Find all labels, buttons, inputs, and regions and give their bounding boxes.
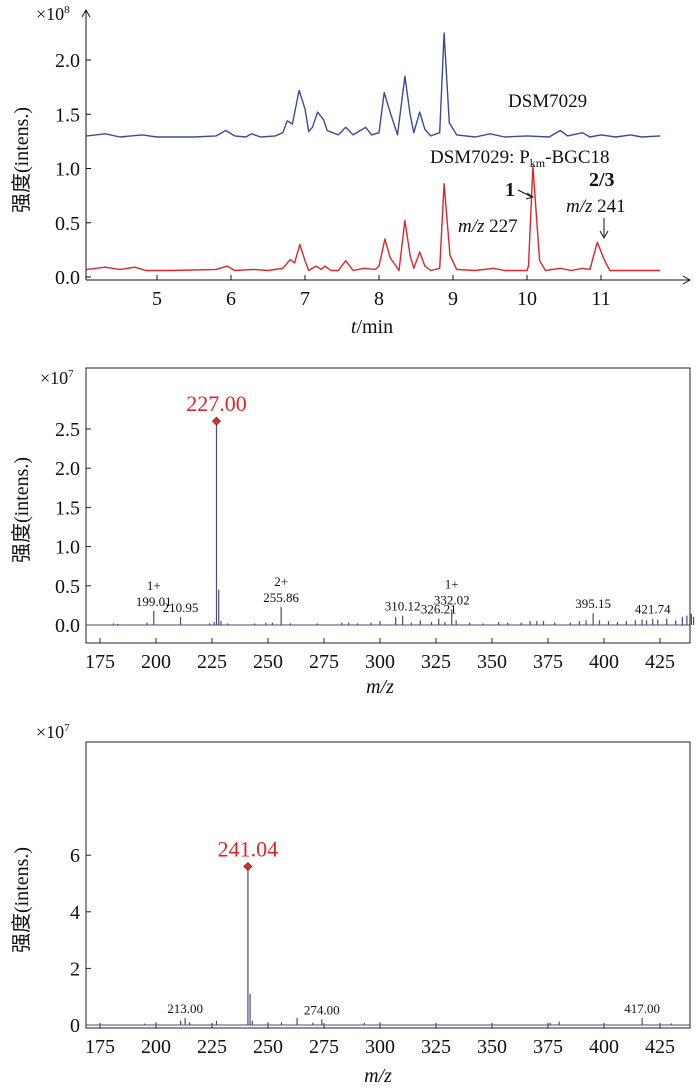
peak23-arrowhead (599, 230, 609, 240)
peak-label: 255.86 (263, 590, 299, 605)
x-tick-label: 9 (448, 288, 458, 310)
x-tick-label: 350 (477, 651, 507, 673)
y-tick-label: 2 (70, 958, 80, 980)
y-axis-arrow (81, 8, 91, 18)
x-axis-arrow (682, 275, 692, 285)
peak-label: 395.15 (575, 596, 611, 611)
base-peak-label: 227.00 (186, 391, 247, 416)
y-multiplier: ×107 (40, 368, 74, 388)
x-tick-label: 300 (365, 1036, 395, 1058)
y-axis-label: 强度(intens.) (10, 457, 33, 563)
x-tick-label: 400 (589, 1036, 619, 1058)
series-line-2 (86, 165, 661, 272)
x-tick-label: 6 (226, 288, 236, 310)
peak1-arrow (517, 189, 533, 198)
peak-label: 213.00 (167, 1001, 203, 1016)
y-tick-label: 0.0 (55, 267, 80, 289)
base-peak-marker (243, 862, 253, 872)
x-tick-label: 300 (365, 651, 395, 673)
x-tick-label: 225 (197, 1036, 227, 1058)
peak-label: 310.12 (385, 599, 421, 614)
series-label-dsm7029: DSM7029 (508, 91, 587, 112)
chromatogram-chart: ×108 强度(intens.) t/min DSM7029 DSM7029: … (10, 4, 692, 338)
base-peak-label: 241.04 (218, 837, 279, 862)
peak23-mz: m/z 241 (566, 196, 626, 217)
x-tick-label: 250 (253, 1036, 283, 1058)
peak-label: 326.21 (421, 602, 457, 617)
mass-spectrum-241-chart: ×107 强度(intens.) m/z 175 200 225 250 275 300 3… (10, 722, 691, 1087)
peak-label: 274.00 (304, 1002, 340, 1017)
mass-spectrum-227-chart: ×107 强度(intens.) m/z 175 200 225 250 275 300 3… (10, 367, 695, 698)
x-tick-label: 425 (645, 651, 675, 673)
y-axis-label: 强度(intens.) (10, 107, 33, 213)
y-tick-label: 6 (70, 845, 80, 867)
y-tick-label: 0.5 (55, 576, 80, 598)
x-tick-label: 175 (85, 1036, 115, 1058)
peak-label: 332.02 (434, 592, 470, 607)
x-tick-label: 350 (477, 1036, 507, 1058)
series-label-pkm-bgc18: DSM7029: Pkm-BGC18 (430, 147, 610, 170)
x-tick-label: 425 (645, 1036, 675, 1058)
x-tick-label: 325 (421, 1036, 451, 1058)
charge-label: 1+ (147, 578, 161, 593)
x-tick-label: 11 (591, 288, 610, 310)
x-tick-label: 275 (309, 651, 339, 673)
x-tick-label: 10 (517, 288, 537, 310)
x-tick-label: 275 (309, 1036, 339, 1058)
x-tick-label: 175 (85, 651, 115, 673)
y-tick-label: 1.5 (55, 104, 80, 126)
y-multiplier: ×107 (36, 722, 70, 742)
x-axis-label: m/z (364, 1065, 392, 1087)
y-tick-label: 2.0 (55, 458, 80, 480)
y-axis-label: 强度(intens.) (10, 847, 33, 953)
x-tick-label: 325 (421, 651, 451, 673)
peak-label: 199.01 (136, 594, 172, 609)
x-tick-label: 225 (197, 651, 227, 673)
y-tick-label: 0.5 (55, 213, 80, 235)
y-tick-label: 1.0 (55, 537, 80, 559)
peak-label: 417.00 (624, 1001, 660, 1016)
x-axis-label: t/min (351, 316, 393, 338)
charge-label: 1+ (445, 576, 459, 591)
peak1-mz: m/z 227 (458, 216, 518, 237)
x-tick-label: 200 (141, 651, 171, 673)
y-tick-label: 2.0 (55, 50, 80, 72)
peak-label: 421.74 (635, 602, 671, 617)
plot-frame (85, 367, 691, 644)
y-tick-label: 2.5 (55, 419, 80, 441)
y-multiplier: ×108 (36, 4, 70, 24)
y-tick-label: 0.0 (55, 615, 80, 637)
y-tick-label: 1.0 (55, 159, 80, 181)
x-tick-label: 250 (253, 651, 283, 673)
x-tick-label: 375 (533, 651, 563, 673)
series-line-1 (86, 32, 661, 138)
peak1-arrowhead (525, 192, 535, 200)
x-tick-label: 375 (533, 1036, 563, 1058)
x-axis-label: m/z (366, 676, 394, 698)
y-tick-label: 1.5 (55, 497, 80, 519)
y-tick-label: 4 (70, 902, 80, 924)
plot-frame (85, 741, 691, 1029)
x-tick-label: 5 (152, 288, 162, 310)
charge-label: 2+ (274, 574, 288, 589)
y-tick-label: 0 (70, 1015, 80, 1037)
x-tick-label: 8 (374, 288, 384, 310)
peak1-number: 1 (505, 179, 515, 201)
peak23-number: 2/3 (589, 169, 615, 191)
x-tick-label: 200 (141, 1036, 171, 1058)
peak-label: 210.95 (163, 600, 199, 615)
base-peak-marker (211, 416, 221, 426)
x-tick-label: 400 (589, 651, 619, 673)
x-tick-label: 7 (300, 288, 310, 310)
